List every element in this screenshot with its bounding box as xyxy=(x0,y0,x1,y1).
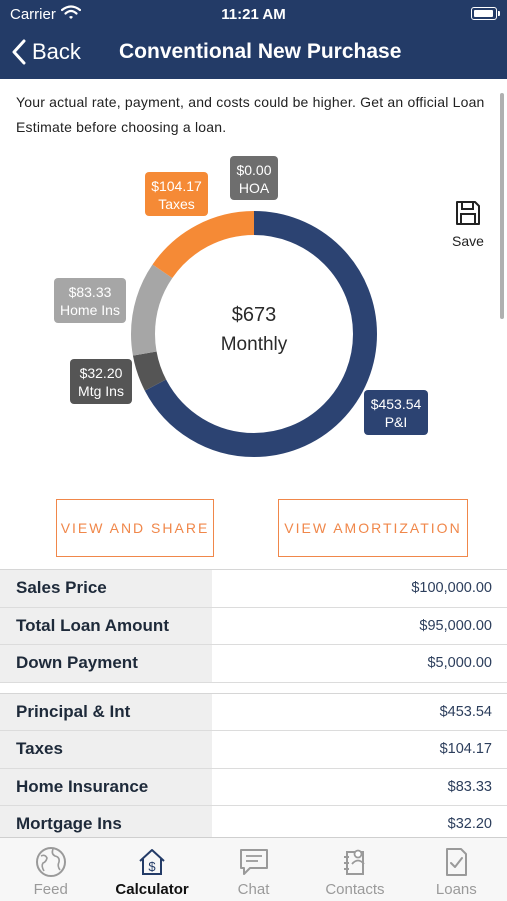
row-label: Down Payment xyxy=(0,645,212,682)
view-and-share-button[interactable]: VIEW AND SHARE xyxy=(56,499,214,557)
svg-text:$453.54: $453.54 xyxy=(371,396,422,412)
contacts-icon xyxy=(343,849,365,875)
row-value: $32.20 xyxy=(447,816,492,833)
loan-summary-group: Sales Price $100,000.00 Total Loan Amoun… xyxy=(0,569,507,683)
row-value: $83.33 xyxy=(447,778,492,795)
tab-bar: Feed $ Calculator Chat Contacts xyxy=(0,837,507,901)
svg-text:$: $ xyxy=(148,859,156,874)
label-p-and-i: $453.54 P&I xyxy=(364,390,428,435)
back-label: Back xyxy=(32,39,81,64)
tab-label: Chat xyxy=(237,881,270,898)
status-bar: Carrier 11:21 AM xyxy=(0,0,507,28)
row-label: Taxes xyxy=(0,731,212,768)
scrollbar[interactable] xyxy=(500,93,504,319)
donut-slice-taxes xyxy=(131,211,377,457)
tab-label: Contacts xyxy=(325,881,385,898)
table-row: Taxes $104.17 xyxy=(0,731,507,769)
tab-loans[interactable]: Loans xyxy=(406,838,507,901)
row-value: $104.17 xyxy=(439,741,492,758)
svg-text:HOA: HOA xyxy=(239,180,270,196)
clock: 11:21 AM xyxy=(221,6,286,23)
floppy-disk-icon xyxy=(456,201,480,225)
svg-text:$0.00: $0.00 xyxy=(236,162,271,178)
table-row: Down Payment $5,000.00 xyxy=(0,645,507,683)
table-row: Mortgage Ins $32.20 xyxy=(0,806,507,844)
payment-breakdown-group: Principal & Int $453.54 Taxes $104.17 Ho… xyxy=(0,692,507,844)
table-row: Total Loan Amount $95,000.00 xyxy=(0,607,507,645)
save-label: Save xyxy=(452,233,484,249)
page-title: Conventional New Purchase xyxy=(119,40,402,63)
globe-icon xyxy=(35,847,66,877)
tab-label: Feed xyxy=(33,881,68,898)
label-mtg-ins: $32.20 Mtg Ins xyxy=(70,359,132,404)
calculator-house-icon: $ xyxy=(139,849,165,875)
battery-icon xyxy=(471,7,500,20)
table-row: Home Insurance $83.33 xyxy=(0,768,507,806)
chevron-left-icon xyxy=(12,39,26,65)
disclaimer-text: Your actual rate, payment, and costs cou… xyxy=(16,94,485,135)
tab-calculator[interactable]: $ Calculator xyxy=(101,838,202,901)
center-amount: $673 xyxy=(232,304,277,326)
svg-text:P&I: P&I xyxy=(385,414,408,430)
svg-text:Home Ins: Home Ins xyxy=(60,302,120,318)
payment-donut-chart: $673 Monthly $0.00 HOA $104.17 Taxes $83… xyxy=(54,156,428,457)
table-row: Principal & Int $453.54 xyxy=(0,693,507,731)
row-value: $5,000.00 xyxy=(427,655,492,672)
tab-chat[interactable]: Chat xyxy=(203,838,304,901)
label-home-ins: $83.33 Home Ins xyxy=(54,278,126,323)
tab-label: Calculator xyxy=(115,881,189,898)
svg-text:$32.20: $32.20 xyxy=(80,365,123,381)
document-check-icon xyxy=(446,848,468,876)
tab-label: Loans xyxy=(435,881,477,898)
row-label: Mortgage Ins xyxy=(0,806,212,843)
nav-header: Carrier 11:21 AM Back Conventional New P… xyxy=(0,0,507,79)
carrier-label: Carrier xyxy=(10,6,56,23)
svg-text:Taxes: Taxes xyxy=(158,196,195,212)
row-label: Total Loan Amount xyxy=(0,607,212,644)
save-button[interactable]: Save xyxy=(450,200,486,249)
wifi-icon xyxy=(61,5,81,19)
row-value: $95,000.00 xyxy=(419,617,492,634)
svg-text:Mtg Ins: Mtg Ins xyxy=(78,383,124,399)
label-taxes: $104.17 Taxes xyxy=(145,172,208,216)
row-label: Home Insurance xyxy=(0,768,212,805)
back-button[interactable]: Back xyxy=(12,36,81,68)
tab-contacts[interactable]: Contacts xyxy=(304,838,405,901)
svg-text:$83.33: $83.33 xyxy=(69,284,112,300)
summary-table: Sales Price $100,000.00 Total Loan Amoun… xyxy=(0,569,507,844)
svg-text:$104.17: $104.17 xyxy=(151,178,202,194)
row-label: Principal & Int xyxy=(0,693,212,730)
donut-slice-home-ins xyxy=(131,211,377,457)
row-value: $100,000.00 xyxy=(411,580,492,597)
row-value: $453.54 xyxy=(439,703,492,720)
tab-feed[interactable]: Feed xyxy=(0,838,101,901)
row-label: Sales Price xyxy=(0,570,212,607)
label-hoa: $0.00 HOA xyxy=(230,156,278,200)
chat-icon xyxy=(239,849,268,875)
view-amortization-button[interactable]: VIEW AMORTIZATION xyxy=(278,499,468,557)
table-row: Sales Price $100,000.00 xyxy=(0,570,507,608)
center-caption: Monthly xyxy=(221,334,288,355)
